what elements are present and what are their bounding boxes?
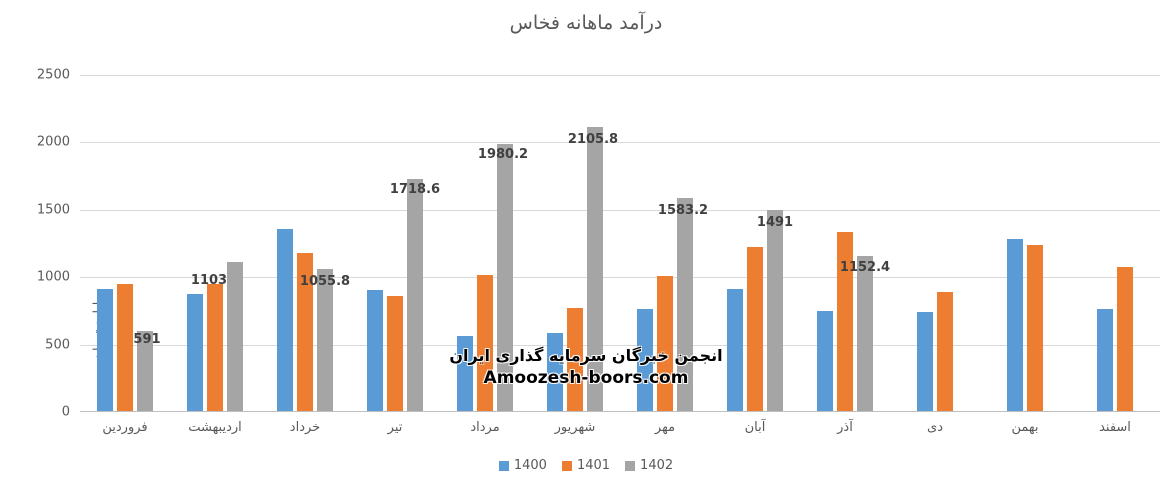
y-tick-label-1000: 1000	[36, 269, 70, 285]
bar-1402: 1055.8	[300, 268, 350, 411]
legend-swatch-1401	[561, 460, 572, 471]
bar-group-4: 1718.6 تیر	[350, 75, 440, 435]
bar-1401	[747, 247, 763, 411]
bar-1401	[387, 296, 403, 411]
bar-1400	[917, 311, 933, 411]
bar-group-5: 1980.2 مرداد	[440, 75, 530, 435]
x-tick-label-11: بهمن	[1011, 420, 1039, 435]
data-label-1402: 591	[133, 332, 161, 348]
bar-group-10: دی	[890, 75, 980, 435]
bar-group-8: 1491 آبان	[710, 75, 800, 435]
legend-label-1401: 1401	[576, 458, 611, 473]
bar-1402: 1152.4	[840, 255, 890, 411]
x-tick-label-10: دی	[927, 420, 943, 435]
x-tick-label-3: خرداد	[289, 420, 321, 435]
x-tick-label-1: فروردین	[102, 420, 148, 435]
gridline-2500	[80, 75, 1160, 76]
legend-swatch-1402	[625, 460, 636, 471]
bar-1402: 1103	[191, 262, 243, 411]
bar-1401	[1117, 266, 1133, 411]
bar-group-12: اسفند	[1070, 75, 1160, 435]
bar-1401	[937, 291, 953, 411]
bar-1401	[837, 232, 853, 411]
bar-group-7: 1583.2 مهر	[620, 75, 710, 435]
gridline-1000	[80, 277, 1160, 279]
gridline-2000	[80, 142, 1160, 144]
bar-1401	[477, 274, 493, 411]
legend-label-1402: 1402	[640, 458, 674, 473]
bar-1401	[657, 275, 673, 411]
bar-1400	[1007, 239, 1023, 411]
bar-group-1: 591 فروردین	[80, 75, 170, 435]
bar-1400	[1097, 308, 1113, 411]
legend-item-1401: 1401	[561, 458, 611, 473]
legend: 1400 1401 1402	[0, 458, 1172, 473]
y-tick-label-0: 0	[61, 404, 70, 420]
bar-1400	[457, 336, 473, 411]
bar-1402: 1583.2	[658, 197, 708, 411]
bar-1402: 1718.6	[390, 179, 440, 411]
bar-1401	[117, 283, 133, 411]
y-tick-label-2500: 2500	[36, 67, 70, 83]
x-tick-label-8: آبان	[744, 420, 766, 435]
bar-1401	[1027, 244, 1043, 411]
bar-1402: 1491	[757, 210, 793, 411]
bar-group-2: 1103 اردیبهشت	[170, 75, 260, 435]
y-tick-label-1500: 1500	[36, 202, 70, 218]
x-tick-label-6: شهریور	[554, 420, 596, 435]
chart-title: درآمد ماهانه فخاس	[509, 12, 663, 34]
gridline-1500	[80, 209, 1160, 211]
data-label-1402: 1152.4	[839, 259, 891, 275]
bar-1402: 1980.2	[478, 144, 528, 411]
bar-group-9: 1152.4 آذر	[800, 75, 890, 435]
bar-1400	[817, 311, 833, 411]
bar-1400	[187, 294, 203, 411]
bar-1402: 591	[133, 331, 161, 411]
bar-1400	[367, 289, 383, 411]
y-tick-label-2000: 2000	[36, 134, 70, 150]
bar-groups: 591 فروردین 1103 اردیبهشت 1055.8 خرداد 1718.6 ت…	[80, 75, 1160, 435]
x-tick-label-9: آذر	[837, 420, 853, 435]
bar-1400	[637, 309, 653, 411]
bar-1400	[97, 289, 113, 411]
y-tick-label-500: 500	[45, 337, 70, 353]
x-tick-label-4: تیر	[387, 420, 403, 435]
x-tick-label-5: مرداد	[470, 420, 500, 435]
bar-1401	[207, 283, 223, 411]
data-label-1402: 1718.6	[389, 182, 441, 198]
data-label-1402: 1103	[190, 273, 228, 289]
data-label-1402: 1491	[756, 215, 794, 231]
bar-1400	[277, 229, 293, 411]
data-label-1402: 1055.8	[299, 273, 351, 289]
bar-1401	[567, 307, 583, 411]
x-tick-label-7: مهر	[654, 420, 676, 435]
bar-1401	[297, 252, 313, 411]
x-tick-label-2: اردیبهشت	[188, 420, 242, 435]
x-tick-label-12: اسفند	[1099, 420, 1131, 435]
bar-group-6: 2105.8 شهریور	[530, 75, 620, 435]
bar-group-11: بهمن	[980, 75, 1070, 435]
data-label-1402: 2105.8	[567, 132, 619, 148]
data-label-1402: 1583.2	[657, 202, 709, 218]
legend-item-1402: 1402	[625, 458, 673, 473]
bar-1402: 2105.8	[568, 127, 618, 411]
legend-item-1400: 1400	[498, 458, 547, 473]
legend-label-1400: 1400	[513, 458, 547, 473]
legend-swatch-1400	[498, 460, 509, 471]
bar-1400	[547, 332, 563, 411]
gridline-500	[80, 344, 1160, 346]
bar-1400	[727, 289, 743, 411]
data-label-1402: 1980.2	[477, 147, 529, 163]
bar-group-3: 1055.8 خرداد	[260, 75, 350, 435]
